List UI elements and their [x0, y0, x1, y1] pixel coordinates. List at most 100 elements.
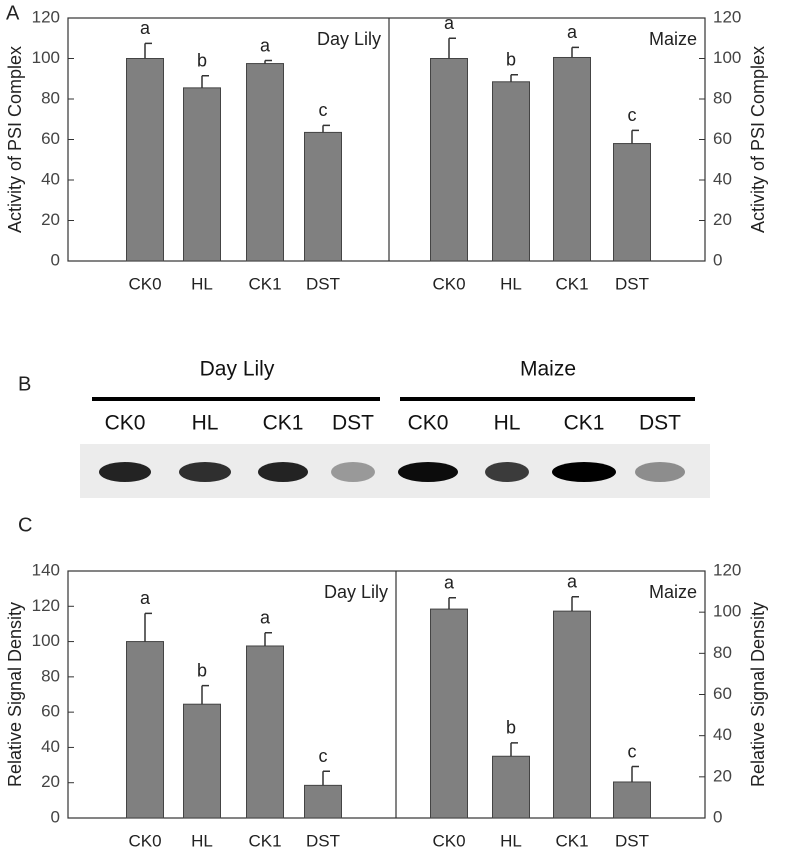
significance-label: c: [319, 746, 328, 766]
lane-label: CK0: [408, 412, 449, 435]
y-axis-label: Relative Signal Density: [5, 602, 25, 787]
error-bar: [322, 124, 330, 133]
x-tick-label: CK1: [555, 831, 588, 850]
bar: [304, 131, 342, 262]
y-tick-label: 120: [713, 7, 741, 26]
significance-label: a: [260, 35, 271, 55]
panel-label: C: [18, 514, 32, 536]
panel-label: A: [6, 2, 20, 24]
x-tick-label: CK1: [248, 274, 281, 293]
significance-label: b: [506, 49, 516, 69]
x-tick-label: CK0: [432, 831, 465, 850]
blot-band: [179, 462, 231, 482]
bar: [492, 755, 530, 819]
error-bar: [201, 74, 209, 88]
bar: [553, 56, 591, 262]
bar: [246, 63, 284, 262]
x-tick-label: DST: [615, 831, 649, 850]
x-tick-label: HL: [191, 274, 213, 293]
y-tick-label: 100: [32, 48, 60, 67]
bar: [126, 641, 164, 819]
y-tick-label: 0: [713, 807, 722, 826]
bar: [246, 645, 284, 819]
x-tick-label: HL: [191, 831, 213, 850]
significance-label: a: [444, 13, 455, 33]
y-tick-label: 60: [41, 129, 60, 148]
y-tick-label: 100: [713, 48, 741, 67]
blot-band: [485, 462, 529, 482]
significance-label: b: [197, 660, 207, 680]
x-tick-label: DST: [615, 274, 649, 293]
error-bar: [571, 595, 579, 612]
x-tick-label: HL: [500, 831, 522, 850]
significance-label: c: [628, 741, 637, 761]
y-tick-label: 80: [713, 643, 732, 662]
y-tick-label: 20: [713, 766, 732, 785]
y-tick-label: 40: [41, 737, 60, 756]
bar: [126, 58, 164, 262]
lane-label: CK0: [105, 412, 146, 435]
x-tick-label: DST: [306, 831, 340, 850]
bar: [430, 58, 468, 262]
x-tick-label: CK1: [248, 831, 281, 850]
chart-title: Maize: [649, 29, 697, 49]
y-tick-label: 80: [41, 88, 60, 107]
lane-label: DST: [332, 412, 374, 435]
y-tick-label: 60: [713, 129, 732, 148]
chart-title: Day Lily: [317, 29, 381, 49]
bar: [613, 781, 651, 819]
significance-label: a: [140, 588, 151, 608]
blot-band: [635, 462, 685, 482]
blot-group-label: Maize: [520, 358, 576, 381]
bar: [183, 87, 221, 262]
error-bar: [571, 46, 579, 58]
y-tick-label: 40: [713, 725, 732, 744]
x-tick-label: CK0: [128, 274, 161, 293]
blot-band: [99, 462, 151, 482]
panel-label: B: [18, 373, 31, 395]
error-bar: [144, 42, 152, 59]
blot-band: [552, 462, 616, 482]
chart-title: Day Lily: [324, 582, 388, 602]
bar: [183, 703, 221, 819]
y-tick-label: 40: [713, 169, 732, 188]
significance-label: c: [319, 100, 328, 120]
error-bar: [510, 742, 518, 757]
bar: [492, 81, 530, 262]
error-bar: [264, 59, 272, 64]
lane-label: HL: [192, 412, 219, 435]
lane-label: HL: [494, 412, 521, 435]
significance-label: a: [567, 22, 578, 42]
y-tick-label: 0: [51, 250, 60, 269]
y-tick-label: 80: [41, 666, 60, 685]
significance-label: a: [567, 571, 578, 591]
bar: [304, 784, 342, 819]
y-tick-label: 120: [713, 560, 741, 579]
y-tick-label: 40: [41, 169, 60, 188]
y-tick-label: 80: [713, 88, 732, 107]
error-bar: [631, 765, 639, 782]
y-tick-label: 0: [713, 250, 722, 269]
y-axis-label: Activity of PSI Complex: [748, 46, 768, 233]
y-tick-label: 20: [713, 210, 732, 229]
bar: [553, 610, 591, 819]
x-tick-label: CK1: [555, 274, 588, 293]
blot-group-label: Day Lily: [200, 358, 275, 381]
chart-title: Maize: [649, 582, 697, 602]
error-bar: [264, 632, 272, 646]
y-tick-label: 100: [713, 602, 741, 621]
bar: [430, 608, 468, 819]
significance-label: c: [628, 105, 637, 125]
y-tick-label: 120: [32, 7, 60, 26]
error-bar: [322, 770, 330, 786]
lane-label: CK1: [263, 412, 304, 435]
y-tick-label: 60: [713, 684, 732, 703]
y-tick-label: 0: [51, 807, 60, 826]
y-tick-label: 20: [41, 210, 60, 229]
error-bar: [201, 684, 209, 705]
y-tick-label: 20: [41, 772, 60, 791]
x-tick-label: HL: [500, 274, 522, 293]
significance-label: a: [260, 608, 271, 628]
blot-band: [258, 462, 308, 482]
